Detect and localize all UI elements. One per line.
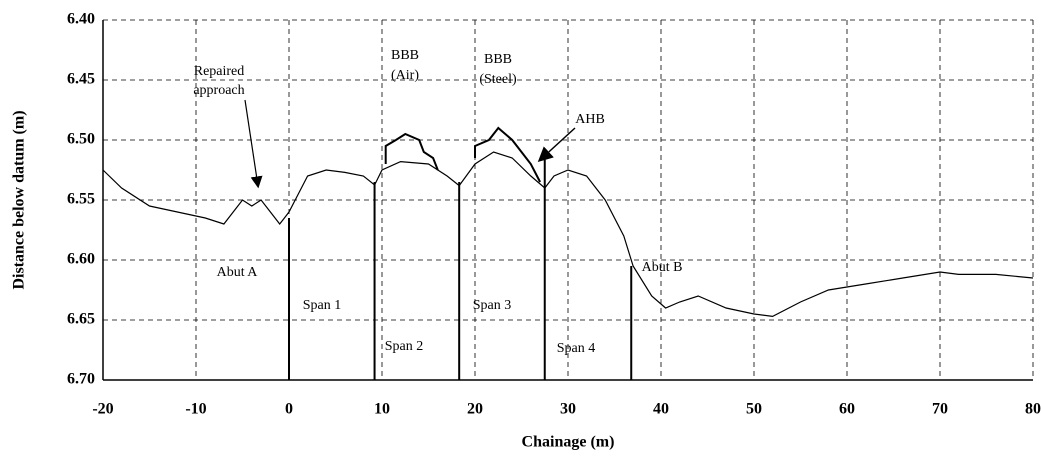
- y-tick-label: 6.55: [67, 191, 95, 208]
- x-tick-label: -10: [185, 401, 206, 418]
- line-series: [474, 126, 541, 183]
- x-tick-label: 20: [467, 401, 483, 418]
- x-tick-label: 30: [560, 401, 576, 418]
- annotation: Span 1: [303, 298, 342, 313]
- x-axis-label: Chainage (m): [522, 434, 615, 451]
- x-tick-label: 80: [1025, 401, 1041, 418]
- x-tick-label: -20: [92, 401, 113, 418]
- annotation: (Steel): [479, 72, 517, 87]
- y-tick-label: 6.40: [67, 11, 95, 28]
- annotation: Span 2: [385, 339, 424, 354]
- arrow: [537, 127, 576, 163]
- x-tick-label: 10: [374, 401, 390, 418]
- y-tick-label: 6.60: [67, 251, 95, 268]
- annotation: AHB: [575, 112, 605, 127]
- x-tick-label: 50: [746, 401, 762, 418]
- annotation: Abut B: [642, 260, 683, 275]
- annotation: Repaired: [194, 64, 245, 79]
- y-tick-label: 6.45: [67, 71, 95, 88]
- y-axis-label: Distance below datum (m): [11, 110, 28, 289]
- annotation: approach: [193, 83, 244, 98]
- annotation: BBB: [391, 48, 419, 63]
- line-series: [384, 132, 439, 171]
- x-tick-label: 40: [653, 401, 669, 418]
- x-tick-label: 0: [285, 401, 293, 418]
- x-tick-label: 60: [839, 401, 855, 418]
- annotation: Span 4: [557, 341, 596, 356]
- annotation: BBB: [484, 52, 512, 67]
- y-tick-label: 6.70: [67, 371, 95, 388]
- line-series: [102, 151, 1034, 318]
- annotation: Abut A: [217, 265, 259, 280]
- arrow: [244, 99, 263, 189]
- y-tick-label: 6.50: [67, 131, 95, 148]
- annotation: Span 3: [473, 298, 512, 313]
- x-tick-label: 70: [932, 401, 948, 418]
- annotation: (Air): [391, 68, 419, 83]
- y-tick-label: 6.65: [67, 311, 95, 328]
